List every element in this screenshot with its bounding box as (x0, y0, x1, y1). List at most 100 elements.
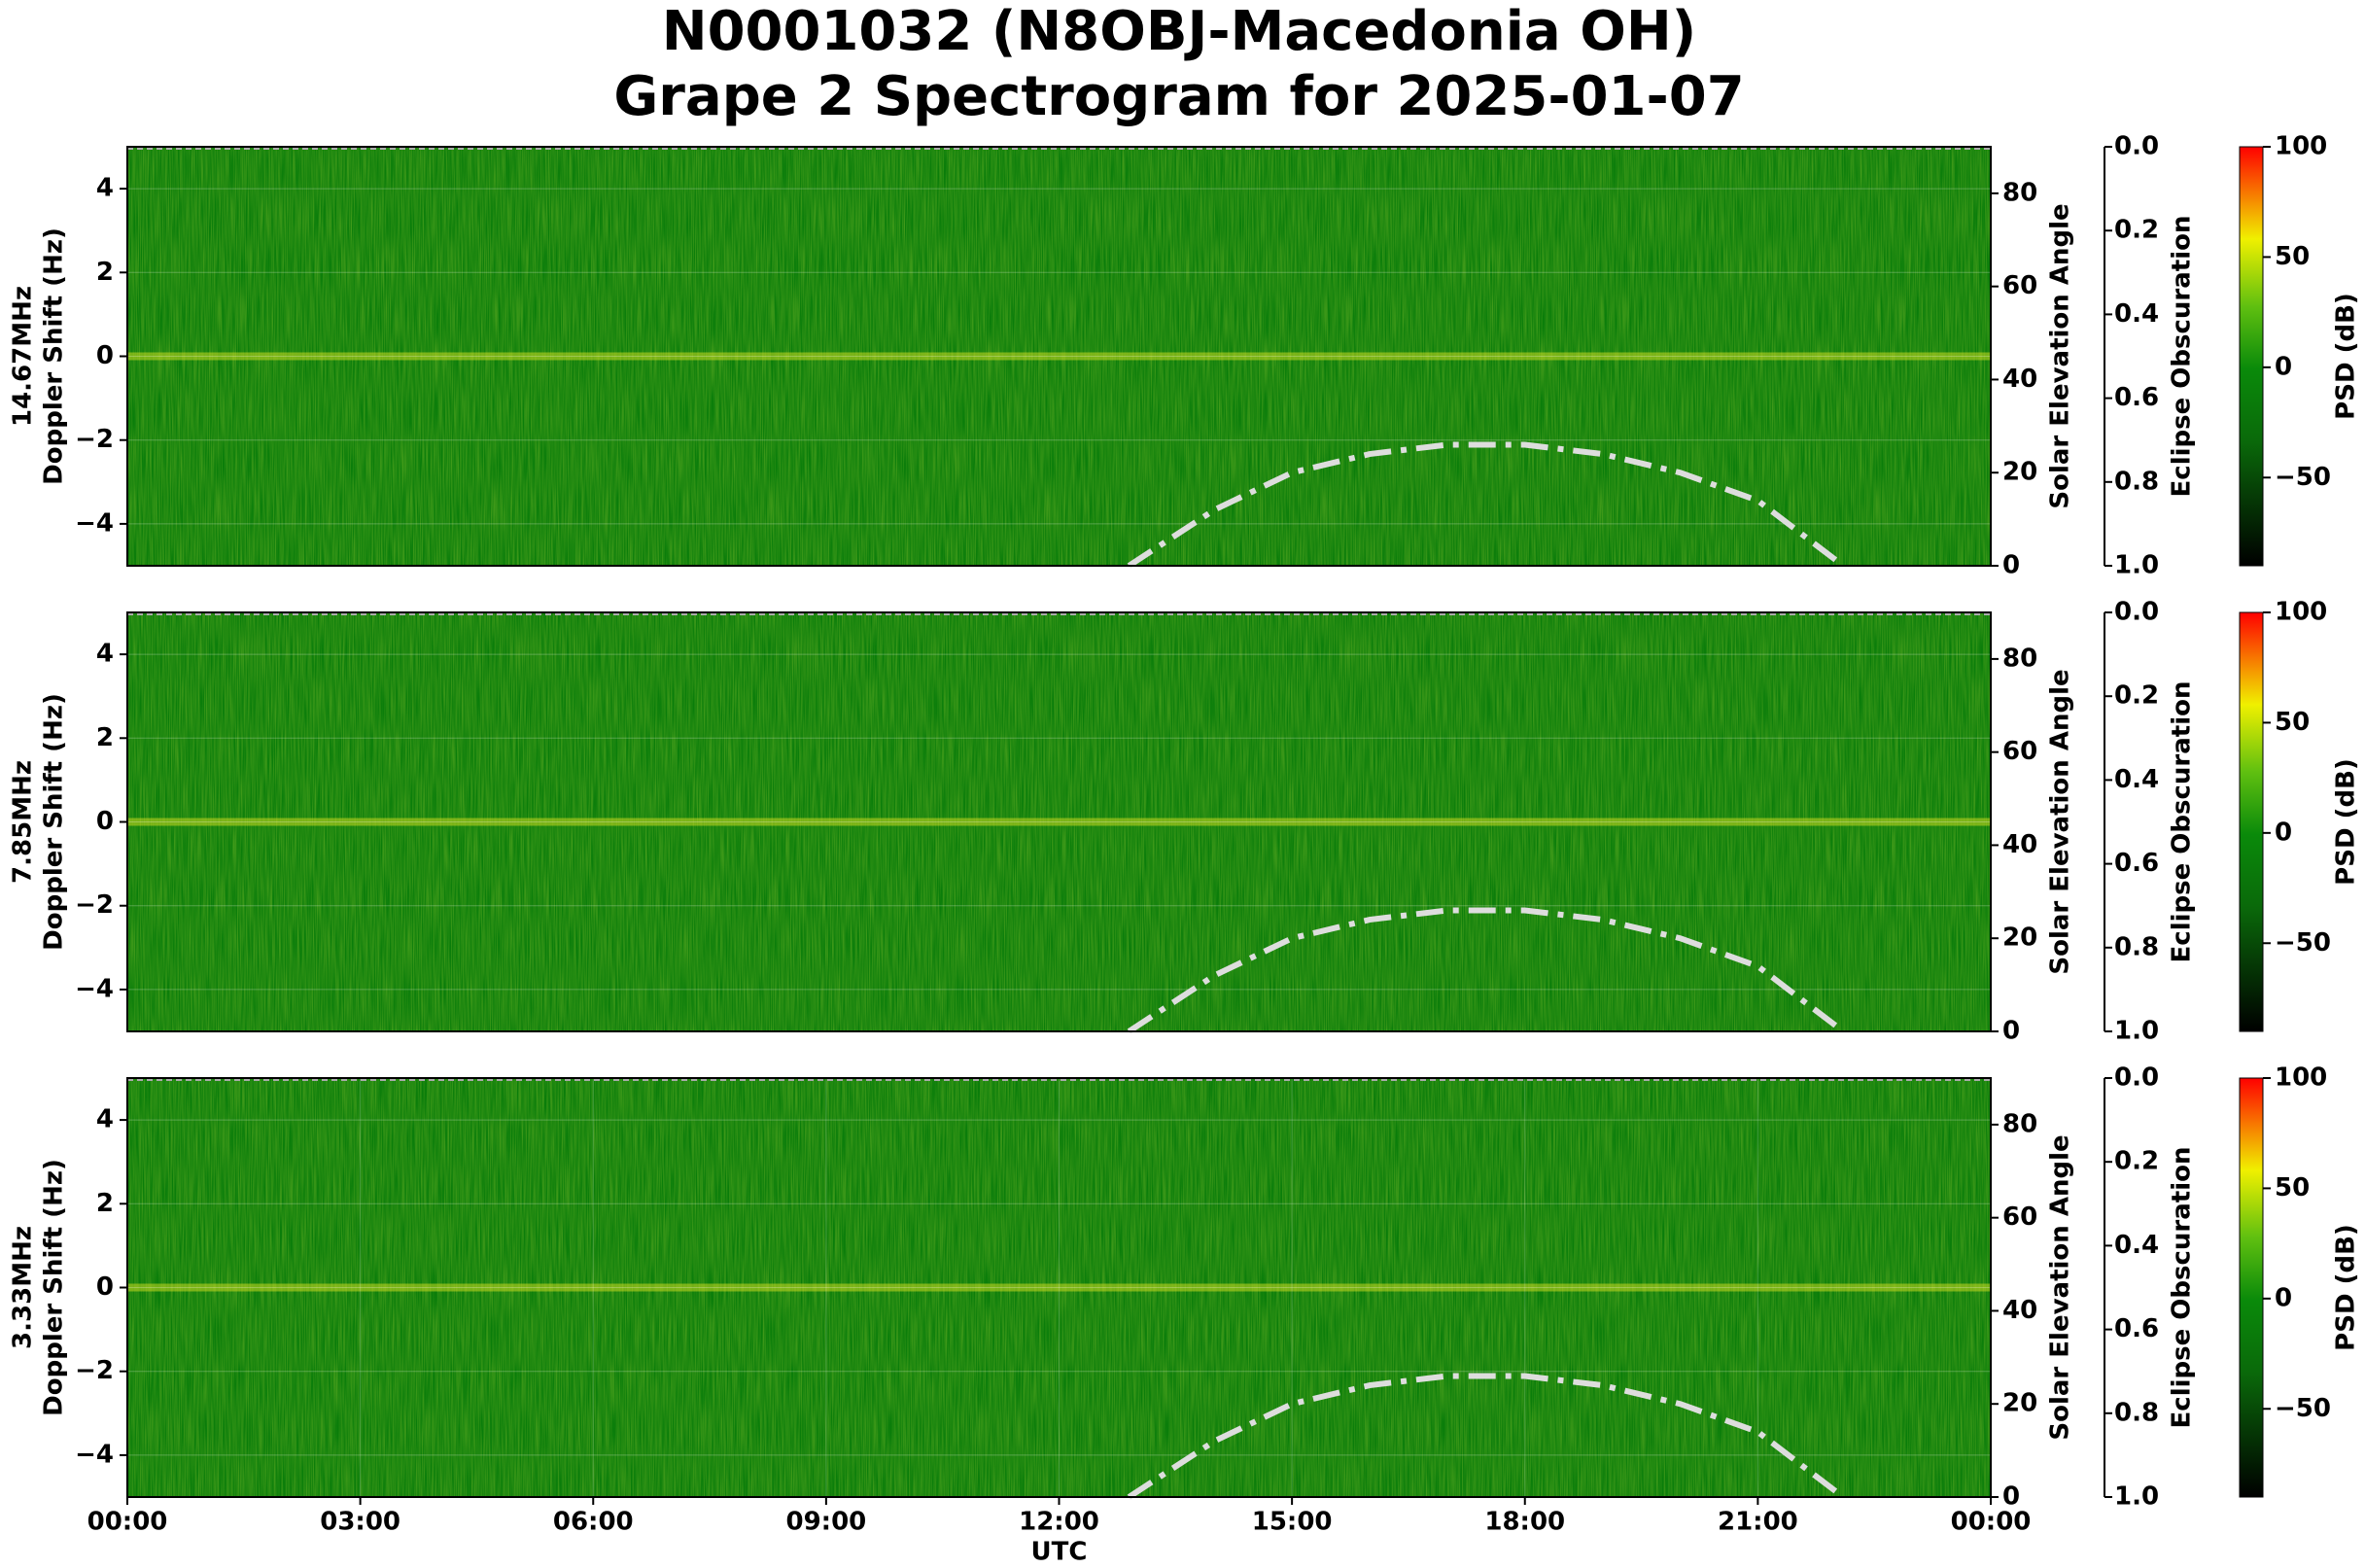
colorbar-tick-label: −50 (2275, 1394, 2331, 1423)
x-label: UTC (1031, 1538, 1088, 1567)
carrier-band (127, 352, 1991, 361)
colorbar-tick-label: 100 (2275, 132, 2327, 161)
y-tick-label: 0 (96, 341, 114, 370)
y-label: Doppler Shift (Hz) (40, 1159, 69, 1416)
y2-label: Solar Elevation Angle (2046, 203, 2075, 508)
colorbar-tick-label: 100 (2275, 1063, 2327, 1093)
y-tick-label: 4 (96, 1105, 114, 1134)
colorbar (2239, 146, 2264, 567)
eclipse-label: Eclipse Obscuration (2168, 216, 2197, 498)
y-label: 3.33MHz (9, 1226, 38, 1349)
plot-frame (126, 146, 1992, 567)
y-tick-label: −2 (75, 890, 114, 920)
x-tick-label: 00:00 (1951, 1508, 2032, 1537)
y-tick-label: 2 (96, 723, 114, 752)
y-label: 14.67MHz (9, 286, 38, 427)
y2-label: Solar Elevation Angle (2046, 669, 2075, 974)
y-label: Doppler Shift (Hz) (40, 227, 69, 485)
y2-tick-label: 20 (2002, 458, 2037, 487)
y-tick-label: 2 (96, 258, 114, 287)
x-tick-label: 12:00 (1019, 1508, 1099, 1537)
colorbar-label: PSD (dB) (2332, 758, 2361, 886)
plot-frame (126, 611, 1992, 1032)
x-tick-label: 06:00 (553, 1508, 634, 1537)
y2-tick-label: 80 (2002, 1109, 2037, 1138)
y-tick-label: 4 (96, 174, 114, 203)
eclipse-tick-label: 0.4 (2114, 1231, 2159, 1260)
eclipse-tick-label: 1.0 (2114, 1017, 2159, 1046)
y2-tick-label: 60 (2002, 1202, 2037, 1232)
colorbar-tick-label: 50 (2275, 708, 2310, 737)
y2-tick-label: 20 (2002, 1389, 2037, 1418)
colorbar (2239, 611, 2264, 1032)
y-tick-label: −2 (75, 1356, 114, 1385)
eclipse-tick-label: 0.0 (2114, 598, 2159, 627)
x-tick-label: 03:00 (320, 1508, 400, 1537)
solar-elevation-line (1127, 1373, 1846, 1500)
eclipse-tick-label: 0.0 (2114, 1063, 2159, 1093)
eclipse-tick-label: 0.2 (2114, 681, 2159, 711)
y-tick-label: −4 (75, 974, 114, 1003)
eclipse-tick-label: 0.8 (2114, 1398, 2159, 1427)
colorbar-tick-label: −50 (2275, 463, 2331, 492)
y2-tick-label: 40 (2002, 1296, 2037, 1325)
plot-frame (126, 1077, 1992, 1498)
y2-tick-label: 80 (2002, 644, 2037, 673)
y-tick-label: 0 (96, 807, 114, 836)
eclipse-label: Eclipse Obscuration (2168, 681, 2197, 963)
y-label: 7.85MHz (9, 760, 38, 884)
colorbar-tick-label: 0 (2275, 818, 2292, 847)
x-tick-label: 15:00 (1252, 1508, 1333, 1537)
y2-tick-label: 0 (2002, 551, 2020, 580)
eclipse-tick-label: 0.4 (2114, 299, 2159, 329)
x-tick-label: 00:00 (87, 1508, 168, 1537)
colorbar-tick-label: 50 (2275, 1173, 2310, 1202)
colorbar-tick-label: 0 (2275, 1283, 2292, 1312)
y-label: Doppler Shift (Hz) (40, 693, 69, 951)
colorbar-tick-label: 0 (2275, 352, 2292, 381)
eclipse-tick-label: 1.0 (2114, 1482, 2159, 1512)
y2-label: Solar Elevation Angle (2046, 1134, 2075, 1440)
eclipse-tick-label: 0.6 (2114, 849, 2159, 878)
carrier-band (127, 1283, 1991, 1292)
colorbar-label: PSD (dB) (2332, 293, 2361, 420)
y-tick-label: 0 (96, 1272, 114, 1302)
y-tick-label: −4 (75, 1440, 114, 1469)
eclipse-tick-label: 0.8 (2114, 932, 2159, 961)
eclipse-tick-label: 0.0 (2114, 132, 2159, 161)
colorbar-tick-label: 100 (2275, 598, 2327, 627)
title-line: N0001032 (N8OBJ-Macedonia OH) (662, 0, 1697, 63)
eclipse-tick-label: 0.6 (2114, 1314, 2159, 1343)
y2-tick-label: 40 (2002, 365, 2037, 394)
eclipse-label: Eclipse Obscuration (2168, 1147, 2197, 1429)
solar-elevation-line (1127, 907, 1846, 1034)
x-tick-label: 18:00 (1484, 1508, 1565, 1537)
colorbar-label: PSD (dB) (2332, 1224, 2361, 1351)
x-tick-label: 09:00 (785, 1508, 866, 1537)
eclipse-tick-label: 0.8 (2114, 467, 2159, 496)
y2-tick-label: 60 (2002, 737, 2037, 766)
x-tick-label: 21:00 (1718, 1508, 1798, 1537)
y2-tick-label: 60 (2002, 271, 2037, 300)
eclipse-tick-label: 0.2 (2114, 216, 2159, 245)
y2-tick-label: 80 (2002, 178, 2037, 207)
y-tick-label: 4 (96, 640, 114, 669)
colorbar-tick-label: −50 (2275, 928, 2331, 958)
y2-tick-label: 40 (2002, 830, 2037, 859)
y-tick-label: −4 (75, 508, 114, 538)
eclipse-tick-label: 1.0 (2114, 551, 2159, 580)
y2-tick-label: 20 (2002, 923, 2037, 953)
title-line: Grape 2 Spectrogram for 2025-01-07 (613, 65, 1744, 128)
solar-elevation-line (1127, 441, 1846, 569)
y2-tick-label: 0 (2002, 1482, 2020, 1512)
eclipse-tick-label: 0.2 (2114, 1147, 2159, 1176)
eclipse-tick-label: 0.4 (2114, 765, 2159, 794)
y-tick-label: −2 (75, 425, 114, 454)
y-tick-label: 2 (96, 1189, 114, 1218)
colorbar (2239, 1077, 2264, 1498)
carrier-band (127, 818, 1991, 826)
eclipse-tick-label: 0.6 (2114, 383, 2159, 412)
y2-tick-label: 0 (2002, 1017, 2020, 1046)
